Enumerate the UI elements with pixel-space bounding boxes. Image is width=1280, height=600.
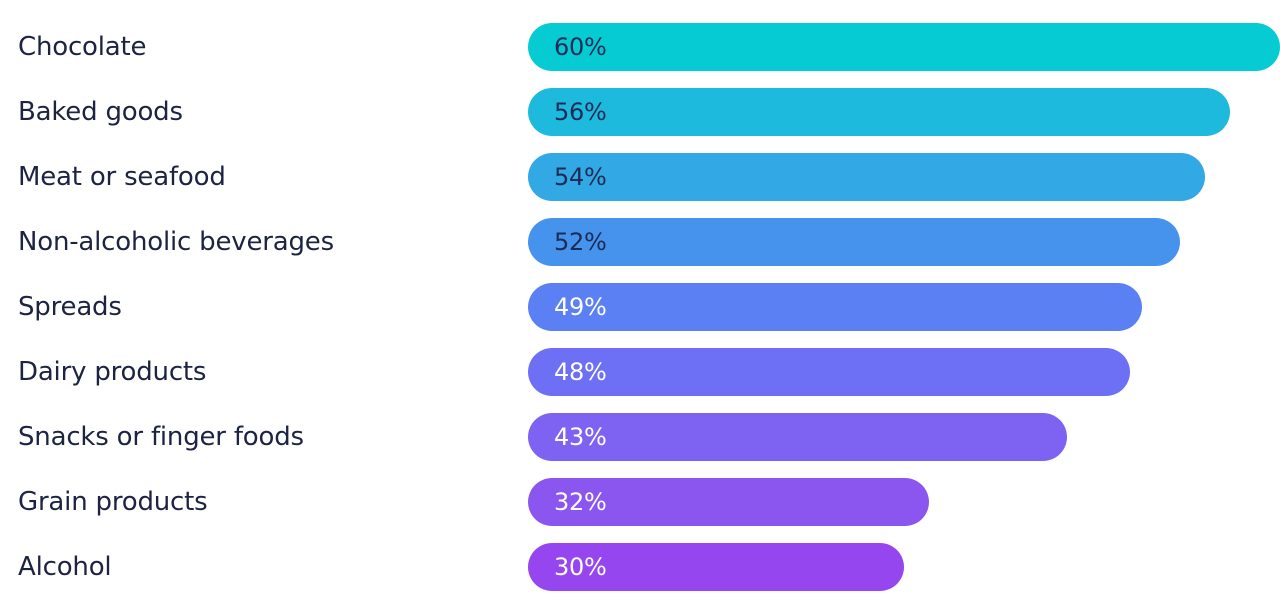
bar-row: Non-alcoholic beverages 52%: [0, 218, 1280, 266]
bar-row: Snacks or finger foods 43%: [0, 413, 1280, 461]
bar-row: Chocolate 60%: [0, 23, 1280, 71]
bar: 54%: [528, 153, 1205, 201]
bar: 56%: [528, 88, 1230, 136]
category-label: Non-alcoholic beverages: [18, 227, 334, 257]
category-label: Snacks or finger foods: [18, 422, 304, 452]
bar-value-label: 32%: [554, 488, 607, 516]
bar: 43%: [528, 413, 1067, 461]
bar-value-label: 49%: [554, 293, 607, 321]
bar: 52%: [528, 218, 1180, 266]
bar-value-label: 56%: [554, 98, 607, 126]
category-label: Alcohol: [18, 552, 112, 582]
bar: 32%: [528, 478, 929, 526]
bar: 30%: [528, 543, 904, 591]
bar-row: Meat or seafood 54%: [0, 153, 1280, 201]
category-label: Dairy products: [18, 357, 207, 387]
bar-value-label: 48%: [554, 358, 607, 386]
bar-value-label: 43%: [554, 423, 607, 451]
bar-row: Dairy products 48%: [0, 348, 1280, 396]
bar-value-label: 60%: [554, 33, 607, 61]
category-label: Meat or seafood: [18, 162, 226, 192]
bar: 49%: [528, 283, 1142, 331]
bar-row: Grain products 32%: [0, 478, 1280, 526]
bar-value-label: 54%: [554, 163, 607, 191]
bar-value-label: 52%: [554, 228, 607, 256]
bar-value-label: 30%: [554, 553, 607, 581]
category-label: Chocolate: [18, 32, 147, 62]
bar: 48%: [528, 348, 1130, 396]
bar-row: Alcohol 30%: [0, 543, 1280, 591]
bar-row: Baked goods 56%: [0, 88, 1280, 136]
bar-row: Spreads 49%: [0, 283, 1280, 331]
category-label: Baked goods: [18, 97, 183, 127]
category-label: Spreads: [18, 292, 122, 322]
category-label: Grain products: [18, 487, 208, 517]
bar: 60%: [528, 23, 1280, 71]
